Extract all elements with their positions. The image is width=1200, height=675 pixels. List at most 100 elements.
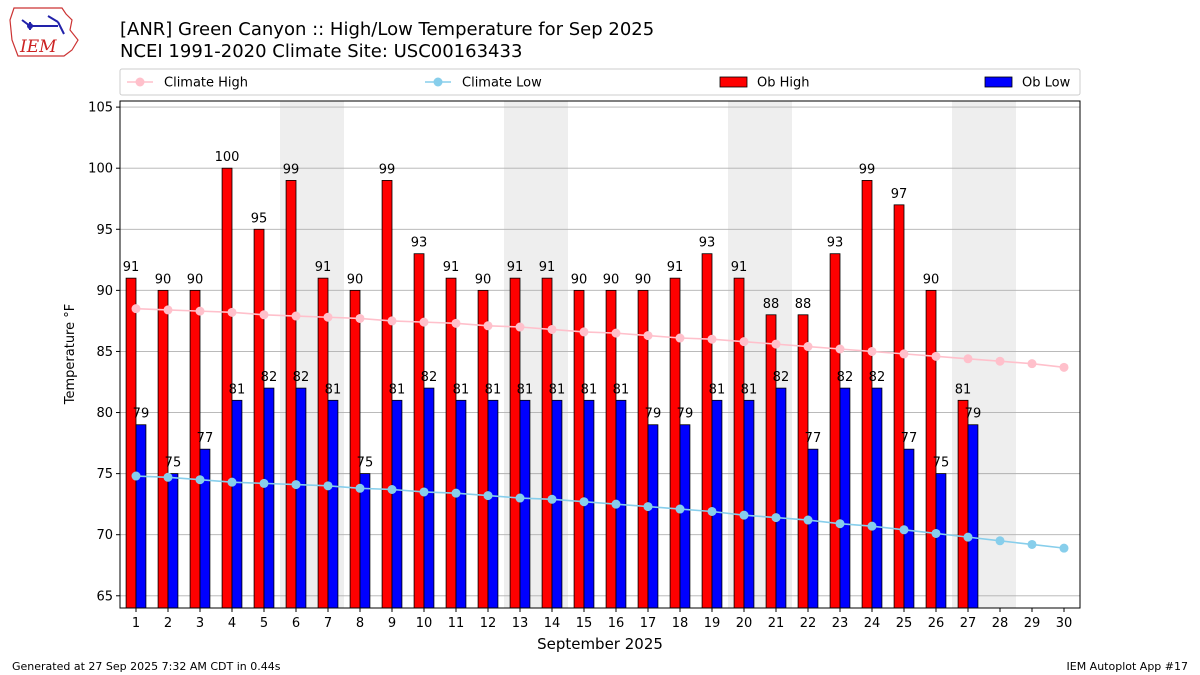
ob-low-label-22: 77 bbox=[805, 431, 822, 446]
ob-low-label-25: 77 bbox=[901, 431, 918, 446]
climate-low-point-16 bbox=[611, 499, 621, 509]
ob-high-bar-22 bbox=[797, 314, 809, 609]
x-tick-label: 29 bbox=[1024, 616, 1041, 631]
climate-high-point-14 bbox=[547, 324, 557, 334]
y-tick-label: 105 bbox=[88, 101, 113, 116]
climate-low-line bbox=[135, 475, 1065, 549]
ob-high-label-13: 91 bbox=[507, 260, 524, 275]
ob-low-label-23: 82 bbox=[837, 370, 854, 385]
ob-high-label-25: 97 bbox=[891, 187, 908, 202]
ob-low-bar-18 bbox=[679, 424, 691, 609]
climate-low-point-28 bbox=[995, 536, 1005, 546]
legend-swatch-ob-high bbox=[719, 76, 748, 88]
ob-low-bar-19 bbox=[711, 399, 723, 609]
ob-high-label-14: 91 bbox=[539, 260, 556, 275]
ob-high-bar-24 bbox=[861, 180, 873, 609]
ob-high-label-1: 91 bbox=[123, 260, 140, 275]
climate-high-point-5 bbox=[259, 310, 269, 320]
x-tick-label: 9 bbox=[388, 616, 396, 631]
x-tick-label: 3 bbox=[196, 616, 204, 631]
logo-text: IEM bbox=[19, 37, 57, 57]
bars bbox=[125, 167, 979, 609]
climate-high-point-11 bbox=[451, 318, 461, 328]
climate-high-point-7 bbox=[323, 312, 333, 322]
climate-high-point-17 bbox=[643, 331, 653, 341]
ob-high-bar-25 bbox=[893, 204, 905, 609]
ob-high-label-11: 91 bbox=[443, 260, 460, 275]
x-tick-label: 6 bbox=[292, 616, 300, 631]
ob-high-label-17: 90 bbox=[635, 272, 652, 287]
legend-label-ob-low: Ob Low bbox=[1022, 76, 1071, 91]
y-tick-label: 70 bbox=[96, 528, 113, 543]
ob-low-label-24: 82 bbox=[869, 370, 886, 385]
climate-high-point-13 bbox=[515, 322, 525, 332]
ob-high-label-2: 90 bbox=[155, 272, 172, 287]
climate-low-point-10 bbox=[419, 487, 429, 497]
ob-high-label-26: 90 bbox=[923, 272, 940, 287]
x-tick-label: 18 bbox=[672, 616, 689, 631]
climate-high-point-9 bbox=[387, 316, 397, 326]
x-tick-label: 11 bbox=[448, 616, 465, 631]
ob-high-label-16: 90 bbox=[603, 272, 620, 287]
ob-low-bar-21 bbox=[775, 387, 787, 609]
ob-high-bar-8 bbox=[349, 289, 361, 609]
ob-high-label-9: 99 bbox=[379, 162, 396, 177]
x-tick-label: 21 bbox=[768, 616, 785, 631]
climate-low-point-13 bbox=[515, 493, 525, 503]
climate-high-point-25 bbox=[899, 349, 909, 359]
ob-low-bar-27 bbox=[967, 424, 979, 609]
climate-high-point-27 bbox=[963, 354, 973, 364]
x-tick-label: 24 bbox=[864, 616, 881, 631]
climate-low-point-1 bbox=[131, 471, 141, 481]
ob-high-bar-18 bbox=[669, 277, 681, 609]
ob-low-bar-5 bbox=[263, 387, 275, 609]
weekend-band-28 bbox=[984, 101, 1016, 608]
climate-high-point-16 bbox=[611, 328, 621, 338]
iem-logo: IEM bbox=[9, 7, 79, 57]
ob-high-bar-19 bbox=[701, 253, 713, 609]
y-tick-label: 100 bbox=[88, 162, 113, 177]
bar-labels: 91 79 90 75 90 77 100 81 95 82 99 82 91 81 90 75 99 81 93 8… bbox=[123, 150, 981, 470]
climate-high-point-18 bbox=[675, 333, 685, 343]
climate-high-point-29 bbox=[1027, 359, 1037, 369]
chart-title: [ANR] Green Canyon :: High/Low Temperatu… bbox=[120, 19, 654, 40]
climate-high-point-30 bbox=[1059, 362, 1069, 372]
climate-low-point-2 bbox=[163, 472, 173, 482]
ob-low-label-27: 79 bbox=[965, 407, 982, 422]
climate-low-point-27 bbox=[963, 532, 973, 542]
climate-high-point-15 bbox=[579, 327, 589, 337]
climate-high-point-21 bbox=[771, 339, 781, 349]
climate-low-point-6 bbox=[291, 480, 301, 490]
plot-frame bbox=[119, 100, 1081, 609]
x-tick-label: 12 bbox=[480, 616, 497, 631]
ob-high-bar-21 bbox=[765, 314, 777, 609]
climate-high-point-24 bbox=[867, 346, 877, 356]
ob-low-label-13: 81 bbox=[517, 382, 534, 397]
ob-low-bar-14 bbox=[551, 399, 563, 609]
x-tick-label: 14 bbox=[544, 616, 561, 631]
legend-marker-climate-high bbox=[135, 77, 145, 87]
x-tick-label: 28 bbox=[992, 616, 1009, 631]
x-tick-label: 10 bbox=[416, 616, 433, 631]
climate-high-point-3 bbox=[195, 306, 205, 316]
ob-low-label-21: 82 bbox=[773, 370, 790, 385]
x-tick-label: 7 bbox=[324, 616, 332, 631]
ob-high-label-20: 91 bbox=[731, 260, 748, 275]
ob-low-label-9: 81 bbox=[389, 382, 406, 397]
legend: Climate High Climate Low Ob High Ob Low bbox=[119, 68, 1081, 96]
ob-low-bar-10 bbox=[423, 387, 435, 609]
climate-high-line bbox=[135, 307, 1065, 369]
ob-high-bar-23 bbox=[829, 253, 841, 609]
ob-low-label-20: 81 bbox=[741, 382, 758, 397]
climate-high-point-1 bbox=[131, 304, 141, 314]
climate-low-point-4 bbox=[227, 477, 237, 487]
climate-low-point-5 bbox=[259, 478, 269, 488]
ob-low-label-3: 77 bbox=[197, 431, 214, 446]
ob-low-label-26: 75 bbox=[933, 456, 950, 471]
climate-low-point-25 bbox=[899, 525, 909, 535]
ob-high-bar-1 bbox=[125, 277, 137, 609]
ob-low-label-19: 81 bbox=[709, 382, 726, 397]
climate-low-point-26 bbox=[931, 528, 941, 538]
climate-high-point-12 bbox=[483, 321, 493, 331]
